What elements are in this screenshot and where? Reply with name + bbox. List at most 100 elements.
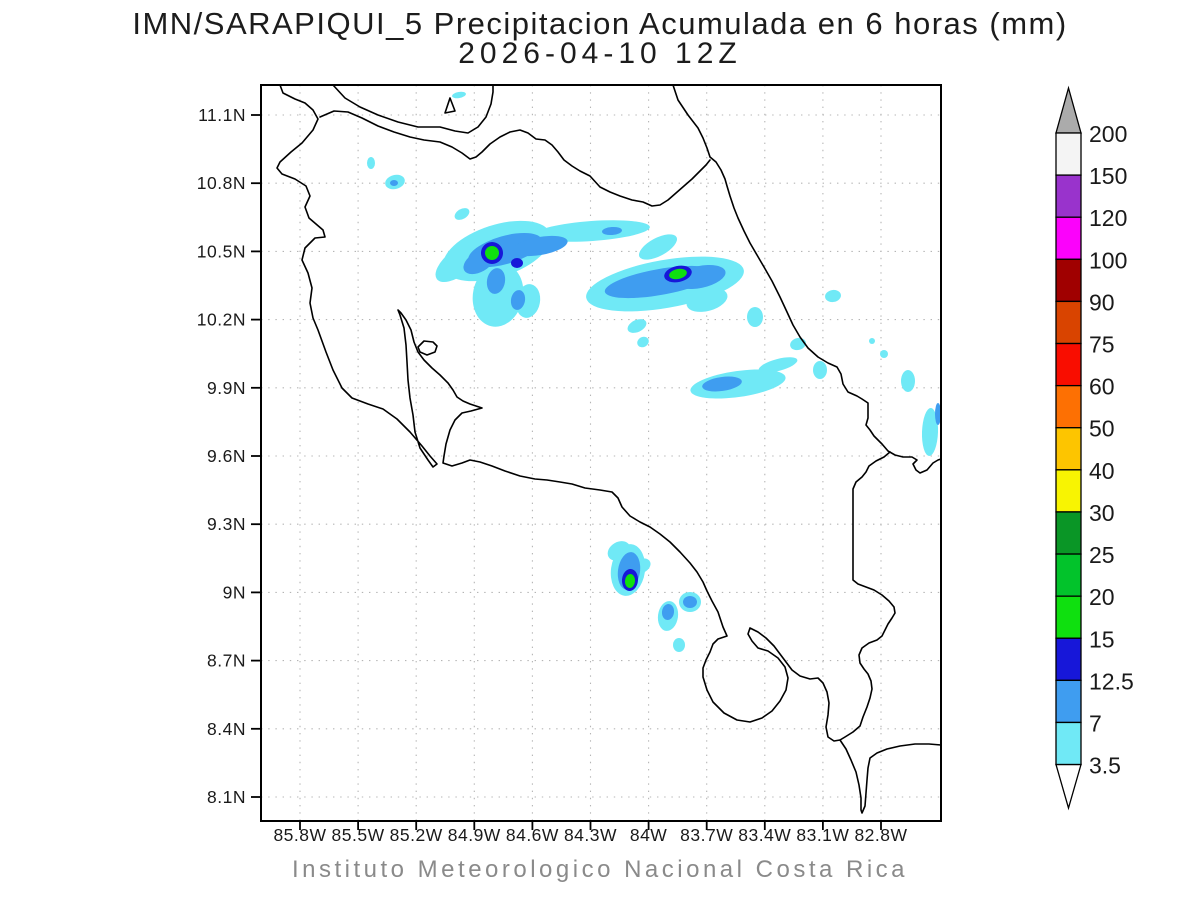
map-frame [260, 84, 942, 822]
axis-tick-labels: 85.8W 85.5W 85.2W 84.9W 84.6W 84.3W 84W 83.7W 83… [197, 105, 907, 845]
precip-contour [935, 403, 941, 425]
colorbar-segment [1055, 511, 1082, 555]
precip-contour [702, 376, 742, 392]
lon-tick-label: 82.8W [854, 825, 907, 845]
precipitation-contours [367, 91, 941, 652]
colorbar-segment [1055, 595, 1082, 639]
lake-nicaragua-shore [332, 84, 494, 134]
colorbar-tick-label: 100 [1089, 247, 1127, 273]
precip-contour [880, 350, 888, 358]
lon-tick-label: 84.3W [564, 825, 617, 845]
precip-contour [435, 241, 483, 283]
colorbar-tick-label: 120 [1089, 205, 1127, 231]
colorbar-overflow-arrow [1055, 85, 1082, 134]
colorbar-segment [1055, 469, 1082, 513]
coastlines [276, 84, 942, 814]
precip-contour [869, 338, 875, 344]
lat-tick-label: 8.1N [207, 787, 246, 807]
colorbar-tick-label: 50 [1089, 416, 1115, 442]
lon-tick-label: 85.8W [273, 825, 326, 845]
colorbar-tick-label: 25 [1089, 542, 1115, 568]
precip-contour [921, 408, 939, 456]
lat-tick-label: 9.3N [207, 514, 246, 534]
colorbar-segment [1055, 637, 1082, 682]
lat-tick-label: 10.2N [197, 310, 246, 330]
axis-ticks [251, 114, 882, 830]
border-costa-rica-panama [839, 451, 896, 741]
grid-lines [261, 85, 941, 821]
precip-contour [673, 638, 685, 652]
colorbar-segment [1055, 342, 1082, 387]
precip-contour [511, 258, 523, 268]
precip-contour [758, 357, 798, 373]
precip-contour [624, 574, 636, 588]
lon-tick-label: 85.5W [332, 825, 385, 845]
precip-contour [390, 180, 398, 186]
precip-contour [901, 370, 915, 392]
coastline-caribbean [672, 84, 942, 474]
colorbar-segment [1055, 553, 1082, 597]
colorbar-segment [1055, 427, 1082, 471]
colorbar-tick-label: 60 [1089, 374, 1115, 400]
footer-credit: Instituto Meteorologico Nacional Costa R… [291, 856, 909, 883]
lon-tick-label: 84.6W [506, 825, 559, 845]
colorbar-segment [1055, 174, 1082, 218]
precip-contour [534, 220, 650, 242]
precip-contour [485, 246, 499, 260]
precip-contour [602, 226, 622, 236]
lon-tick-label: 83.7W [680, 825, 733, 845]
precip-contour [638, 234, 678, 260]
colorbar-tick-label: 12.5 [1089, 668, 1134, 694]
lat-tick-label: 9.6N [207, 446, 246, 466]
colorbar-tick-label: 15 [1089, 626, 1115, 652]
precip-contour [486, 268, 506, 294]
lat-tick-label: 10.8N [197, 173, 246, 193]
precip-contour [637, 336, 649, 348]
lon-tick-label: 85.2W [390, 825, 443, 845]
colorbar-tick-label: 40 [1089, 458, 1115, 484]
lat-tick-label: 10.5N [197, 241, 246, 261]
colorbar-tick-label: 200 [1089, 121, 1127, 147]
colorbar-segment [1055, 216, 1082, 260]
precip-contour [747, 307, 763, 327]
isla-chira [417, 340, 438, 356]
plot-subtitle: 2026-04-10 12Z [458, 37, 742, 70]
lon-tick-label: 84.9W [448, 825, 501, 845]
lat-tick-label: 8.7N [207, 651, 246, 671]
precip-contour [825, 289, 841, 303]
colorbar-tick-label: 75 [1089, 332, 1115, 358]
lon-tick-label: 83.1W [796, 825, 849, 845]
lon-tick-label: 84W [630, 825, 667, 845]
plot-title: IMN/SARAPIQUI_5 Precipitacion Acumulada … [132, 6, 1068, 41]
border-costa-rica-nicaragua [319, 110, 711, 207]
lon-tick-label: 83.4W [738, 825, 791, 845]
precip-contour [472, 263, 524, 327]
lat-tick-label: 8.4N [207, 719, 246, 739]
precip-contour [367, 157, 375, 169]
precip-contour [510, 290, 526, 310]
colorbar-tick-label: 3.5 [1089, 753, 1121, 779]
coastline-pacific [276, 84, 942, 814]
colorbar-underflow-arrow [1055, 763, 1082, 811]
precip-contour [452, 91, 466, 99]
colorbar-segment [1055, 300, 1082, 345]
lat-tick-label: 11.1N [198, 105, 246, 125]
colorbar-tick-label: 90 [1089, 289, 1115, 315]
colorbar-segment [1055, 721, 1082, 766]
precip-contour [683, 596, 697, 608]
colorbar-segment [1055, 132, 1082, 176]
lat-tick-label: 9.9N [207, 378, 246, 398]
colorbar-legend: 200 150 120 100 90 75 60 50 40 30 25 20 15 12.5 7 3.5 [1055, 85, 1134, 811]
precip-contour [512, 235, 568, 257]
lake-island [444, 97, 456, 114]
colorbar-segment [1055, 384, 1082, 429]
precip-contour [686, 288, 728, 312]
precip-contour [669, 268, 687, 280]
colorbar-segment [1055, 258, 1082, 303]
colorbar-tick-label: 30 [1089, 500, 1115, 526]
colorbar-tick-label: 150 [1089, 163, 1127, 189]
lat-tick-label: 9N [223, 582, 246, 602]
colorbar-tick-label: 20 [1089, 584, 1115, 610]
